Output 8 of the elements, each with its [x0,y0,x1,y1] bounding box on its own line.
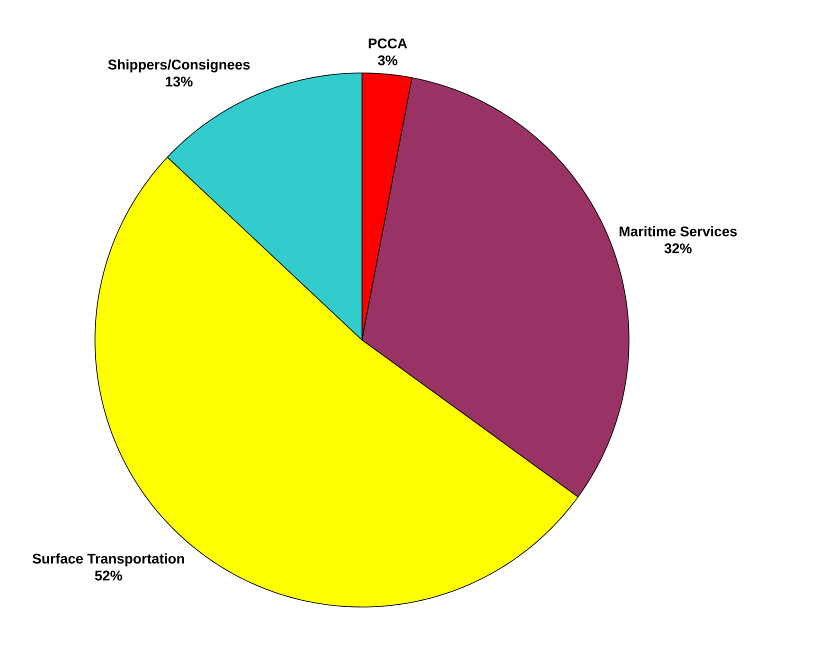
slice-label: Surface Transportation [32,553,184,566]
slice-label: PCCA [368,38,408,48]
data-label: 52% [95,570,122,581]
slice-label: Maritime Services [620,226,737,236]
slice-label: Shippers/Consignees [108,59,250,72]
data-label: 32% [664,243,692,254]
data-label: 3% [378,55,398,66]
data-label: 13% [166,76,193,87]
